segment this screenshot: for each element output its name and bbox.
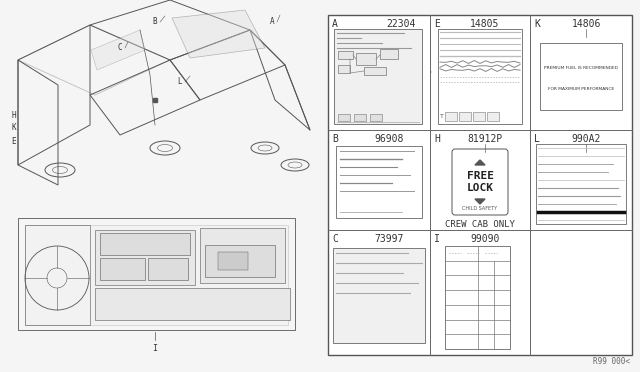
Bar <box>334 29 422 124</box>
Bar <box>356 53 376 65</box>
Text: H: H <box>434 134 440 144</box>
Text: A: A <box>269 17 275 26</box>
Polygon shape <box>91 30 145 70</box>
Bar <box>100 233 190 255</box>
Text: FOR MAXIMUM PERFORMANCE: FOR MAXIMUM PERFORMANCE <box>548 87 614 90</box>
Text: LOCK: LOCK <box>467 183 493 193</box>
Bar <box>459 112 471 121</box>
Bar <box>364 67 386 75</box>
Bar <box>536 144 626 224</box>
Bar <box>95 230 195 285</box>
Bar <box>380 49 398 59</box>
Text: H: H <box>12 110 16 119</box>
Bar <box>100 258 145 280</box>
Bar <box>354 114 366 121</box>
Text: I: I <box>434 234 440 244</box>
Bar <box>370 114 382 121</box>
Bar <box>336 146 422 218</box>
Text: L: L <box>534 134 540 144</box>
Text: CHILD SAFETY: CHILD SAFETY <box>463 205 497 211</box>
Bar <box>148 258 188 280</box>
Text: E: E <box>434 19 440 29</box>
Text: 22304: 22304 <box>387 19 416 29</box>
Text: CREW CAB ONLY: CREW CAB ONLY <box>445 220 515 229</box>
Polygon shape <box>475 160 485 165</box>
Text: L: L <box>178 77 182 87</box>
Text: B: B <box>153 17 157 26</box>
Text: 96908: 96908 <box>374 134 404 144</box>
Text: C: C <box>332 234 338 244</box>
Text: A: A <box>332 19 338 29</box>
Text: R99 000<: R99 000< <box>593 357 630 366</box>
Bar <box>487 112 499 121</box>
Text: PREMIUM FUEL IS RECOMMENDED: PREMIUM FUEL IS RECOMMENDED <box>544 67 618 70</box>
Polygon shape <box>475 199 485 204</box>
Bar <box>205 245 275 277</box>
FancyBboxPatch shape <box>452 149 508 215</box>
Bar <box>200 228 285 283</box>
Text: 990A2: 990A2 <box>572 134 601 144</box>
Text: K: K <box>534 19 540 29</box>
Text: I: I <box>152 344 157 353</box>
Bar <box>95 288 290 320</box>
Text: 73997: 73997 <box>374 234 404 244</box>
Bar <box>338 114 350 121</box>
Bar <box>445 246 510 349</box>
Text: T: T <box>440 115 444 119</box>
Bar <box>445 112 457 121</box>
Text: C: C <box>118 44 122 52</box>
Bar <box>328 15 632 355</box>
Text: 14806: 14806 <box>572 19 601 29</box>
Bar <box>540 43 622 110</box>
Polygon shape <box>25 225 288 325</box>
Bar <box>338 51 353 59</box>
Text: K: K <box>12 124 16 132</box>
Polygon shape <box>172 10 265 58</box>
Bar <box>218 252 248 270</box>
Bar <box>333 248 425 343</box>
Text: 14805: 14805 <box>470 19 500 29</box>
Bar <box>438 29 522 124</box>
Text: FREE: FREE <box>467 171 493 181</box>
Text: 99090: 99090 <box>470 234 500 244</box>
Text: E: E <box>12 137 16 145</box>
Bar <box>338 65 350 73</box>
Text: 81912P: 81912P <box>467 134 502 144</box>
Text: B: B <box>332 134 338 144</box>
Bar <box>473 112 485 121</box>
